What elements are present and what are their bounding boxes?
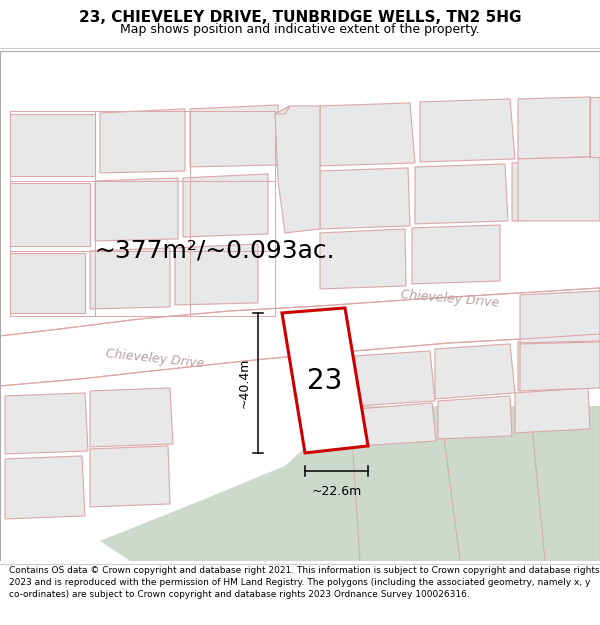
Polygon shape bbox=[0, 288, 600, 386]
Polygon shape bbox=[520, 291, 600, 343]
Text: Map shows position and indicative extent of the property.: Map shows position and indicative extent… bbox=[120, 22, 480, 36]
Polygon shape bbox=[183, 174, 268, 237]
Polygon shape bbox=[10, 253, 85, 313]
Text: ~377m²/~0.093ac.: ~377m²/~0.093ac. bbox=[95, 239, 335, 263]
Polygon shape bbox=[518, 157, 600, 221]
Text: Chieveley Drive: Chieveley Drive bbox=[400, 288, 500, 310]
Text: 23: 23 bbox=[307, 367, 343, 395]
Polygon shape bbox=[435, 344, 515, 399]
Polygon shape bbox=[412, 225, 500, 284]
Polygon shape bbox=[5, 456, 85, 519]
Polygon shape bbox=[282, 308, 368, 453]
Polygon shape bbox=[320, 229, 406, 289]
Polygon shape bbox=[512, 161, 585, 221]
Polygon shape bbox=[358, 403, 436, 446]
Polygon shape bbox=[275, 106, 320, 233]
Polygon shape bbox=[90, 248, 170, 309]
Polygon shape bbox=[520, 342, 600, 391]
Polygon shape bbox=[190, 105, 278, 167]
Polygon shape bbox=[100, 109, 185, 173]
Polygon shape bbox=[90, 446, 170, 507]
Polygon shape bbox=[10, 183, 90, 246]
Polygon shape bbox=[515, 388, 590, 433]
Polygon shape bbox=[10, 114, 95, 176]
Polygon shape bbox=[590, 97, 600, 157]
Polygon shape bbox=[5, 393, 88, 454]
Polygon shape bbox=[90, 388, 173, 447]
Polygon shape bbox=[518, 338, 592, 391]
Polygon shape bbox=[275, 106, 290, 114]
Text: 23, CHIEVELEY DRIVE, TUNBRIDGE WELLS, TN2 5HG: 23, CHIEVELEY DRIVE, TUNBRIDGE WELLS, TN… bbox=[79, 9, 521, 24]
Polygon shape bbox=[320, 103, 415, 166]
Text: Chieveley Drive: Chieveley Drive bbox=[105, 348, 205, 371]
Polygon shape bbox=[320, 168, 410, 229]
Polygon shape bbox=[415, 164, 508, 224]
Text: ~22.6m: ~22.6m bbox=[311, 485, 362, 498]
Text: ~40.4m: ~40.4m bbox=[238, 357, 251, 408]
Text: Contains OS data © Crown copyright and database right 2021. This information is : Contains OS data © Crown copyright and d… bbox=[9, 566, 599, 599]
Polygon shape bbox=[355, 351, 435, 406]
Polygon shape bbox=[438, 396, 512, 439]
Polygon shape bbox=[518, 97, 590, 159]
Polygon shape bbox=[100, 406, 600, 561]
Polygon shape bbox=[95, 178, 178, 241]
Polygon shape bbox=[175, 244, 258, 305]
Polygon shape bbox=[420, 99, 515, 162]
